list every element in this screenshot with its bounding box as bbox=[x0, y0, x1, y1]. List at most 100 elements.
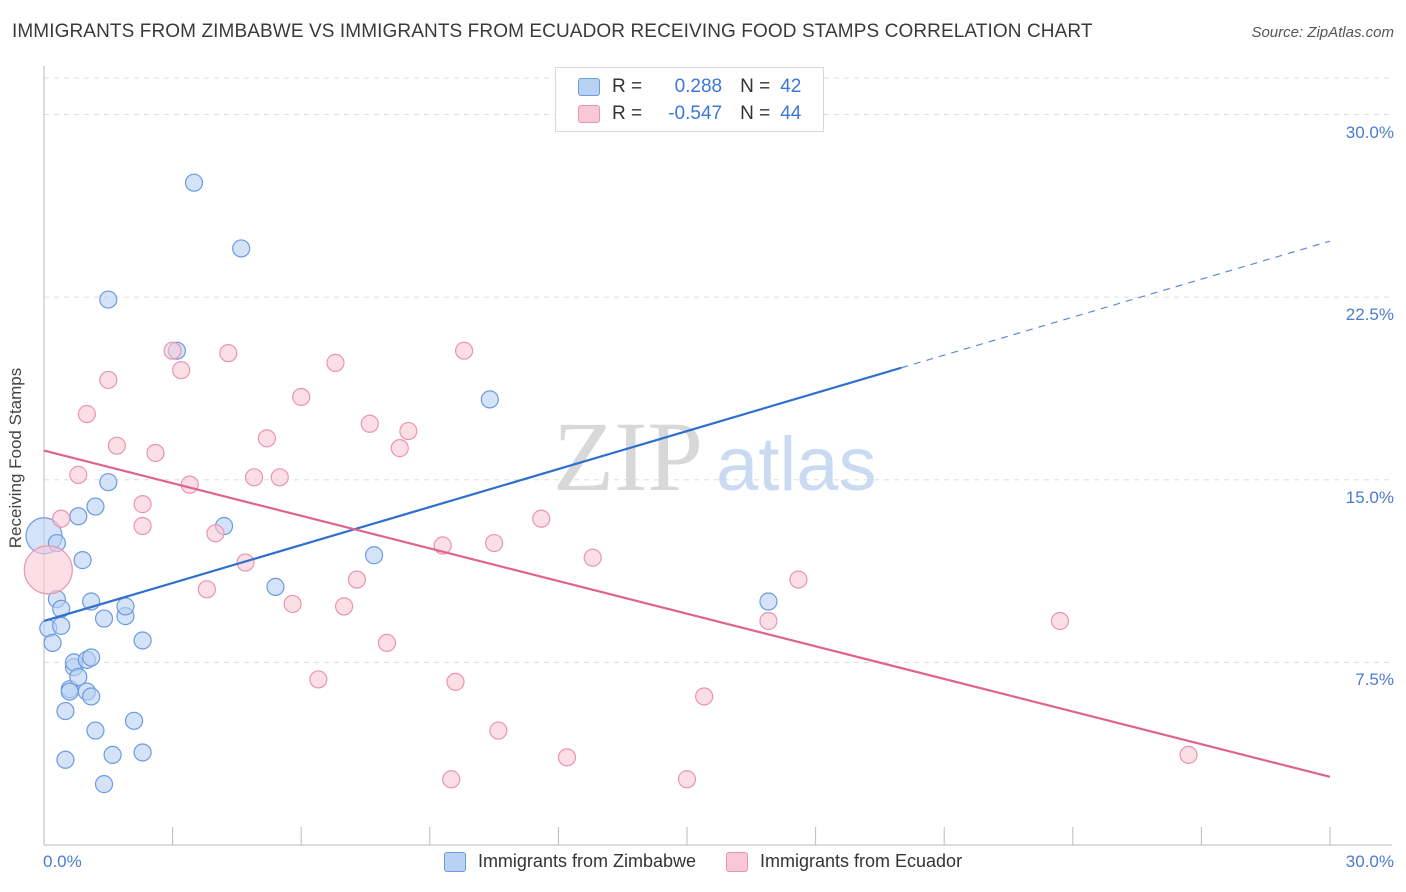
trendline-zimbabwe-extension bbox=[901, 240, 1331, 369]
ecuador-point bbox=[69, 465, 88, 484]
y-axis-label: Receiving Food Stamps bbox=[6, 367, 25, 549]
ecuador-point bbox=[454, 341, 474, 360]
y-tick-label: 30.0% bbox=[1345, 122, 1394, 142]
legend-r-label: R = bbox=[612, 103, 643, 124]
ecuador-point bbox=[107, 436, 126, 455]
zimbabwe-point bbox=[73, 551, 92, 570]
legend-n-value: 44 bbox=[780, 103, 802, 124]
ecuador-point bbox=[347, 570, 367, 589]
zimbabwe-point bbox=[116, 597, 135, 616]
trendline-ecuador bbox=[43, 449, 1331, 778]
zimbabwe-point bbox=[82, 648, 101, 667]
ecuador-point bbox=[309, 670, 328, 689]
zimbabwe-point bbox=[94, 775, 114, 794]
zimbabwe-point bbox=[759, 592, 778, 611]
zimbabwe-point bbox=[43, 633, 62, 653]
zimbabwe-point bbox=[124, 711, 144, 730]
legend-r-label: R = bbox=[612, 76, 643, 97]
ecuador-point bbox=[206, 524, 225, 543]
ecuador-point bbox=[583, 548, 602, 567]
ecuador-point bbox=[695, 687, 714, 706]
legend-n-value: 42 bbox=[780, 76, 802, 97]
zimbabwe-point bbox=[69, 667, 88, 687]
ecuador-point bbox=[334, 597, 354, 616]
ecuador-point bbox=[677, 770, 697, 789]
ecuador-point bbox=[23, 545, 73, 595]
zimbabwe-point bbox=[184, 173, 204, 192]
ecuador-point bbox=[390, 439, 409, 458]
zimbabwe-point bbox=[94, 609, 114, 628]
correlation-legend: R = 0.288 N = 42 R = -0.547 N = 44 bbox=[555, 67, 824, 132]
ecuador-point bbox=[532, 509, 551, 528]
ecuador-point bbox=[133, 516, 152, 536]
series-label-zimbabwe: Immigrants from Zimbabwe bbox=[477, 851, 696, 871]
ecuador-point bbox=[489, 721, 508, 740]
ecuador-point bbox=[377, 633, 397, 653]
zimbabwe-point bbox=[99, 290, 118, 309]
zimbabwe-point bbox=[133, 743, 152, 762]
y-tick-label: 15.0% bbox=[1345, 487, 1394, 507]
ecuador-point bbox=[257, 429, 277, 448]
watermark: ZIP atlas bbox=[553, 401, 877, 512]
zimbabwe-point bbox=[52, 599, 71, 618]
zimbabwe-point bbox=[86, 497, 105, 516]
chart-title: IMMIGRANTS FROM ZIMBABWE VS IMMIGRANTS F… bbox=[12, 21, 1093, 42]
zimbabwe-point bbox=[364, 546, 384, 565]
ecuador-point bbox=[219, 344, 238, 363]
y-tick-label: 22.5% bbox=[1345, 305, 1394, 325]
ecuador-point bbox=[146, 443, 165, 463]
x-tick-min: 0.0% bbox=[43, 852, 82, 871]
trend-layer bbox=[43, 240, 1331, 778]
trendline-zimbabwe bbox=[43, 366, 902, 623]
series-legend-zimbabwe[interactable]: Immigrants from Zimbabwe bbox=[443, 851, 696, 872]
ecuador-point bbox=[244, 468, 264, 487]
ecuador-point bbox=[442, 770, 461, 789]
legend-n-label: N = bbox=[740, 76, 771, 97]
zimbabwe-point bbox=[232, 239, 251, 258]
ecuador-point bbox=[485, 533, 504, 553]
zimbabwe-point bbox=[133, 631, 152, 650]
ecuador-point bbox=[1179, 745, 1198, 765]
zimbabwe-point bbox=[86, 721, 105, 740]
ecuador-point bbox=[99, 370, 118, 390]
ecuador-point bbox=[399, 421, 418, 441]
source-label: Source: ZipAtlas.com bbox=[1251, 24, 1394, 41]
legend-swatch-zimbabwe bbox=[578, 78, 600, 96]
series-legend-ecuador[interactable]: Immigrants from Ecuador bbox=[726, 851, 962, 872]
legend-row-ecuador: R = -0.547 N = 44 bbox=[578, 101, 801, 127]
series-swatch-ecuador bbox=[726, 851, 748, 872]
ecuador-point bbox=[292, 387, 311, 407]
ecuador-point bbox=[360, 414, 379, 433]
zimbabwe-point bbox=[56, 701, 75, 721]
legend-r-value: 0.288 bbox=[674, 76, 723, 97]
legend-row-zimbabwe: R = 0.288 N = 42 bbox=[578, 74, 801, 100]
series-label-ecuador: Immigrants from Ecuador bbox=[760, 851, 963, 871]
zimbabwe-point bbox=[82, 687, 101, 706]
zimbabwe-point bbox=[52, 616, 71, 635]
zimbabwe-point bbox=[266, 577, 285, 596]
ecuador-point bbox=[557, 748, 577, 767]
ecuador-point bbox=[789, 570, 808, 589]
ecuador-point bbox=[270, 468, 289, 487]
x-tick-max: 30.0% bbox=[1345, 852, 1394, 871]
zimbabwe-point bbox=[103, 745, 122, 765]
legend-n-label: N = bbox=[740, 103, 771, 124]
ecuador-point bbox=[446, 672, 465, 691]
ecuador-point bbox=[133, 495, 152, 514]
series-swatch-zimbabwe bbox=[443, 851, 466, 872]
ecuador-point bbox=[77, 404, 96, 424]
legend-swatch-ecuador bbox=[578, 105, 600, 123]
ecuador-point bbox=[1050, 611, 1070, 631]
points-layer bbox=[23, 173, 1198, 794]
ecuador-point bbox=[283, 594, 302, 614]
axis-layer bbox=[43, 66, 1392, 846]
series-legend: Immigrants from Zimbabwe Immigrants from… bbox=[0, 851, 1406, 872]
ecuador-point bbox=[326, 353, 345, 372]
grid-layer bbox=[44, 77, 1392, 663]
zimbabwe-point bbox=[56, 750, 75, 769]
watermark-atlas: atlas bbox=[716, 422, 877, 507]
y-tick-label: 7.5% bbox=[1355, 670, 1394, 690]
ecuador-point bbox=[163, 341, 182, 360]
zimbabwe-point bbox=[69, 507, 88, 526]
